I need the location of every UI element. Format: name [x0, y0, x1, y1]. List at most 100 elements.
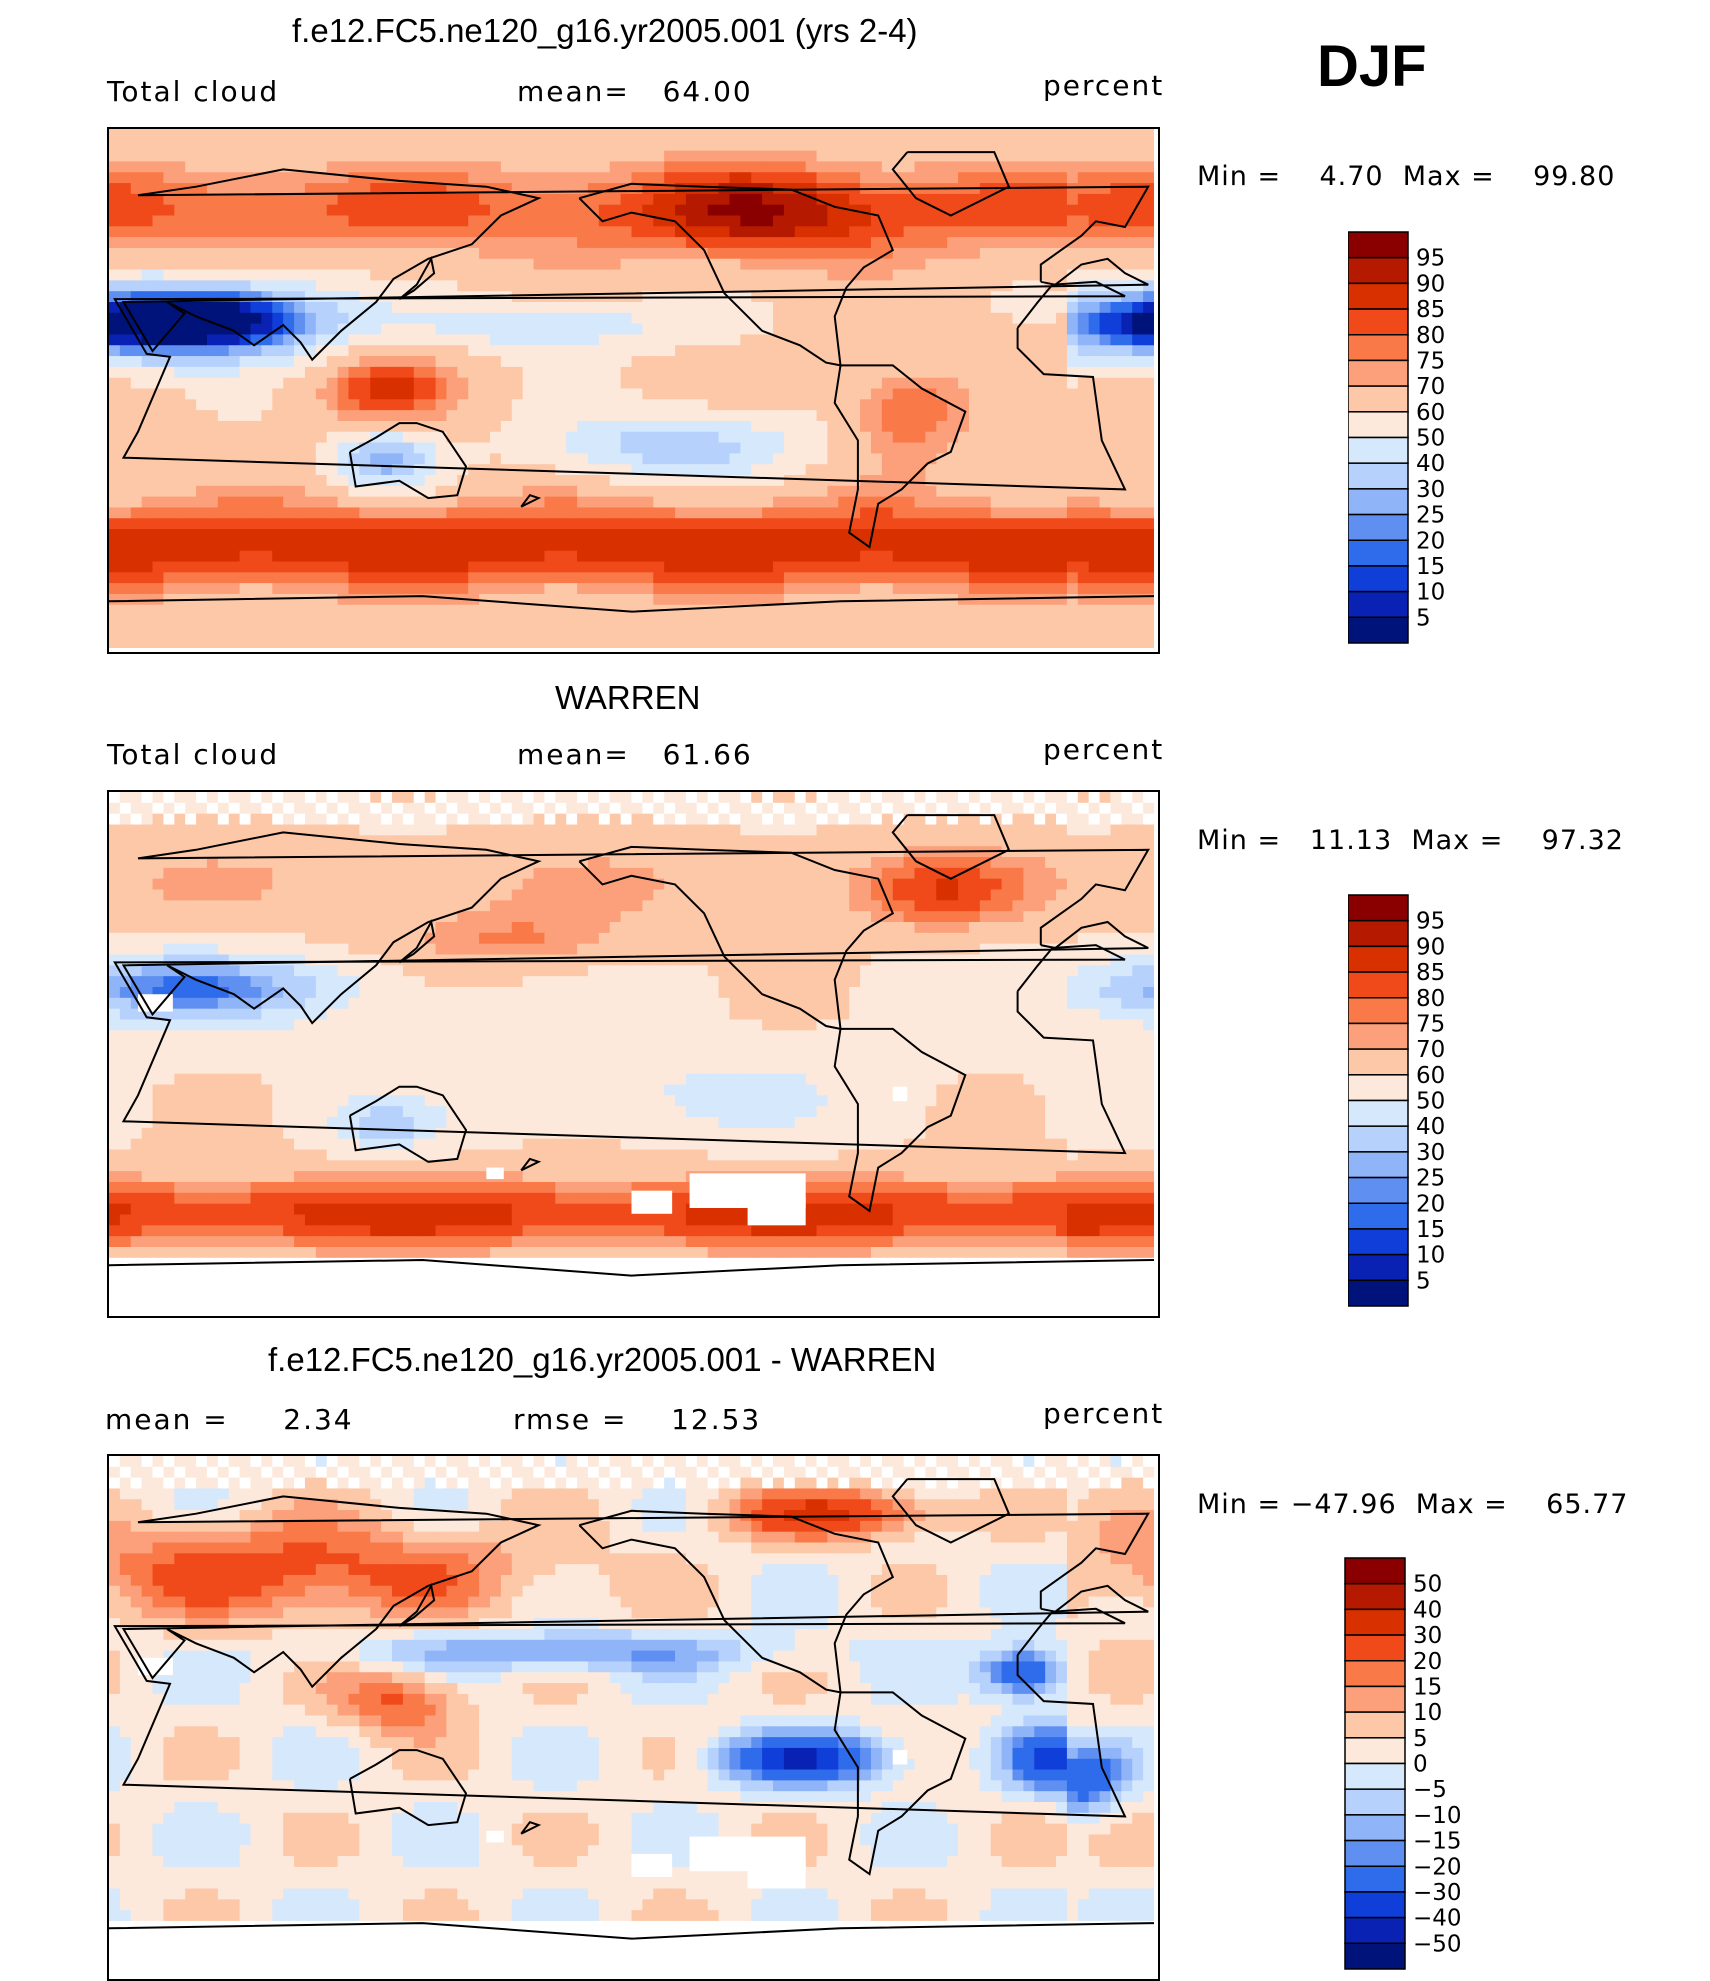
map-cell — [381, 139, 393, 152]
map-cell — [1012, 399, 1024, 411]
map-cell — [892, 161, 905, 173]
map-cell — [914, 129, 927, 141]
map-cell — [947, 129, 959, 141]
map-cell — [544, 813, 556, 826]
map-cell — [587, 150, 600, 163]
map-cell — [642, 150, 654, 163]
map-cell — [566, 561, 578, 573]
map-cell — [424, 204, 437, 217]
map-cell — [881, 258, 894, 271]
map-cell — [860, 280, 872, 292]
map-cell — [370, 550, 382, 563]
map-cell — [609, 388, 622, 400]
map-cell — [958, 356, 970, 368]
map-cell — [870, 226, 883, 238]
map-cell — [805, 388, 818, 400]
map-cell — [642, 561, 654, 573]
map-cell — [304, 529, 317, 541]
map-cell — [609, 150, 622, 163]
map-cell — [424, 399, 437, 411]
map-cell — [392, 269, 404, 281]
map-cell — [337, 420, 350, 433]
map-cell — [870, 193, 883, 206]
map-cell — [402, 377, 415, 390]
map-cell — [217, 388, 230, 400]
map-cell — [968, 442, 981, 454]
map-cell — [816, 377, 829, 390]
map-cell — [1099, 204, 1112, 217]
map-cell — [500, 813, 513, 826]
map-cell — [1056, 366, 1068, 379]
map-cell — [457, 226, 469, 238]
map-cell — [1132, 366, 1144, 379]
map-cell — [794, 377, 807, 390]
map-cell — [587, 183, 600, 195]
map-cell — [533, 442, 546, 454]
map-cell — [675, 615, 687, 627]
map-cell — [762, 529, 774, 541]
map-cell — [773, 388, 785, 400]
map-cell — [925, 626, 937, 638]
map-cell — [250, 813, 262, 826]
map-cell — [566, 802, 578, 815]
map-cell — [206, 431, 219, 444]
map-cell — [239, 431, 252, 444]
map-cell — [685, 626, 698, 638]
map-cell — [675, 604, 687, 617]
map-cell — [119, 302, 132, 314]
map-cell — [141, 802, 154, 815]
map-cell — [457, 485, 469, 498]
map-cell — [381, 615, 393, 627]
map-cell — [794, 572, 807, 584]
map-cell — [1132, 442, 1144, 454]
map-cell — [816, 431, 829, 444]
map-cell — [1099, 345, 1112, 357]
map-cell — [119, 172, 132, 184]
map-cell — [457, 464, 469, 476]
map-cell — [860, 323, 872, 336]
map-cell — [315, 237, 328, 249]
map-cell — [185, 539, 197, 552]
map-cell — [609, 377, 622, 390]
map-cell — [457, 824, 469, 836]
map-cell — [707, 172, 720, 184]
map-cell — [424, 550, 437, 563]
map-cell — [903, 583, 916, 595]
map-cell — [1110, 399, 1122, 411]
map-cell — [381, 302, 393, 314]
map-cell — [1001, 496, 1014, 509]
map-cell — [239, 442, 252, 454]
map-cell — [773, 193, 785, 206]
map-cell — [1045, 345, 1057, 357]
map-cell — [903, 258, 916, 271]
map-cell — [1110, 572, 1122, 584]
map-cell — [250, 431, 262, 444]
map-cell — [533, 824, 546, 836]
map-cell — [272, 302, 284, 314]
map-cell — [348, 150, 360, 163]
map-cell — [631, 561, 643, 573]
map-cell — [653, 312, 665, 325]
map-cell — [827, 496, 839, 509]
map-cell — [370, 139, 382, 152]
map-cell — [152, 172, 165, 184]
map-cell — [533, 334, 546, 346]
map-cell — [500, 431, 513, 444]
map-cell — [119, 626, 132, 638]
map-cell — [435, 399, 448, 411]
map-cell — [805, 172, 818, 184]
map-cell — [664, 615, 676, 627]
map-cell — [696, 172, 709, 184]
map-cell — [217, 193, 230, 206]
map-cell — [990, 604, 1003, 617]
map-cell — [1023, 453, 1035, 465]
map-cell — [860, 204, 872, 217]
map-cell — [381, 388, 393, 400]
map-cell — [196, 269, 208, 281]
map-cell — [468, 410, 480, 422]
map-cell — [903, 792, 916, 804]
map-cell — [489, 377, 502, 390]
map-cell — [1001, 572, 1014, 584]
map-cell — [119, 572, 132, 584]
map-cell — [729, 388, 741, 400]
